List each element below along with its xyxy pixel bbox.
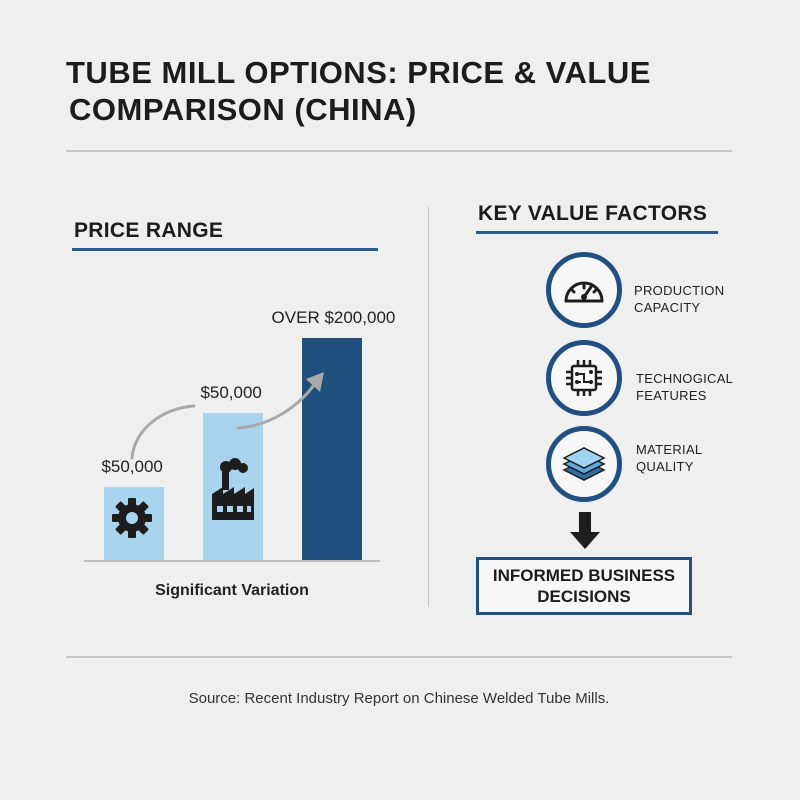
key-value-factors-underline <box>476 231 718 234</box>
gear-icon <box>112 498 152 538</box>
factor-production-capacity-circle <box>546 252 622 328</box>
factor-material-quality-label: MATERIAL QUALITY <box>636 441 702 475</box>
price-range-underline <box>72 248 378 251</box>
factor-2-line-2: FEATURES <box>636 388 707 403</box>
chip-icon <box>566 360 602 396</box>
growth-arrows <box>130 372 324 460</box>
factor-production-capacity-label: PRODUCTION CAPACITY <box>634 282 724 316</box>
factory-icon <box>212 458 254 520</box>
factor-3-line-2: QUALITY <box>636 459 694 474</box>
factor-1-line-1: PRODUCTION <box>634 283 725 298</box>
factor-3-line-1: MATERIAL <box>636 442 703 457</box>
top-divider <box>66 150 732 152</box>
bar-tier-1-label: $50,000 <box>101 457 163 476</box>
decision-line-2: DECISIONS <box>537 587 631 606</box>
column-divider <box>428 207 429 607</box>
decision-line-1: INFORMED BUSINESS <box>492 566 676 585</box>
bar-tier-3-label: OVER $200,000 <box>271 308 396 327</box>
factor-material-quality-circle <box>546 426 622 502</box>
page-title: TUBE MILL OPTIONS: PRICE & VALUE COMPARI… <box>66 54 746 128</box>
price-range-heading: PRICE RANGE <box>74 219 224 242</box>
key-value-factors-heading: KEY VALUE FACTORS <box>478 202 708 225</box>
factor-technological-features-circle <box>546 340 622 416</box>
bar-tier-2 <box>203 413 263 560</box>
page-title-line-1: TUBE MILL OPTIONS: PRICE & VALUE <box>66 55 651 90</box>
decision-box: INFORMED BUSINESS DECISIONS <box>476 557 692 615</box>
gauge-icon <box>564 281 604 303</box>
source-note: Source: Recent Industry Report on Chines… <box>188 690 610 707</box>
factor-2-line-1: TECHNOGICAL <box>636 371 734 386</box>
bar-tier-3 <box>302 338 362 560</box>
factor-1-line-2: CAPACITY <box>634 300 701 315</box>
bar-tier-2-label: $50,000 <box>200 383 262 402</box>
chart-baseline <box>84 560 380 562</box>
arrow-down-icon <box>570 512 600 549</box>
factor-technological-features-label: TECHNOGICAL FEATURES <box>636 370 733 404</box>
bottom-divider <box>66 656 732 658</box>
page-title-line-2: COMPARISON (CHINA) <box>69 92 417 127</box>
layers-icon <box>562 447 606 481</box>
chart-caption: Significant Variation <box>155 582 309 599</box>
